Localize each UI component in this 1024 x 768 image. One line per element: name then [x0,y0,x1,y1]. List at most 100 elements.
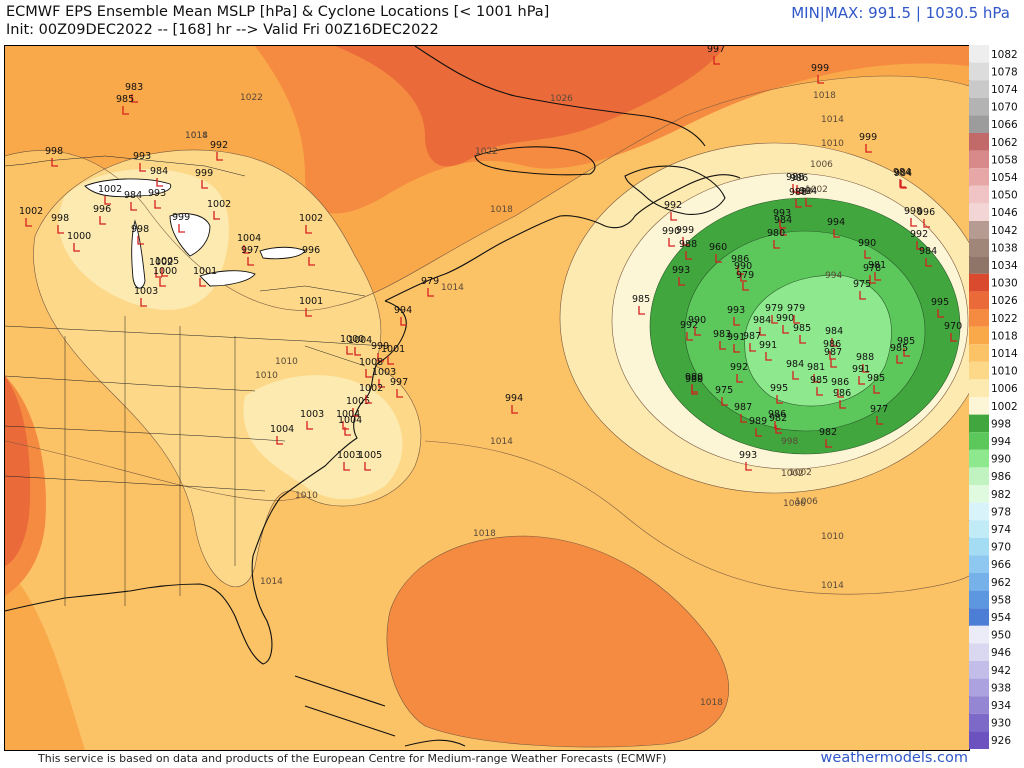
legend-level-label: 934 [991,700,1011,712]
legend-level-label: 954 [991,612,1011,624]
cyclone-pressure-label: 984 [774,215,792,226]
cyclone-pressure-label: 977 [870,404,888,415]
cyclone-pressure-label: 988 [789,187,807,198]
legend-level-label: 970 [991,542,1011,554]
cyclone-marker: 986 [768,409,786,430]
cyclone-marker: 979 [421,276,439,297]
cyclone-marker: 987 [734,402,752,423]
cyclone-marker: 991 [759,340,777,361]
low-marker-icon [694,327,701,336]
cyclone-marker: 985 [897,336,915,357]
low-marker-icon [862,364,869,373]
legend-swatch [969,608,989,626]
cyclone-marker: 998 [904,206,922,227]
legend-level-label: 1062 [991,137,1018,149]
cyclone-marker: 992 [910,229,928,250]
cyclone-marker: 1004 [336,409,360,430]
site-link[interactable]: weathermodels.com [820,750,968,766]
low-marker-icon [668,238,675,247]
cyclone-marker: 1003 [134,286,158,307]
low-marker-icon [755,428,762,437]
cyclone-marker: 985 [116,94,134,115]
low-marker-icon [378,379,385,388]
low-marker-icon [243,245,250,254]
contour-label: 1006 [810,160,833,170]
legend-level-label: 1082 [991,49,1018,61]
cyclone-pressure-label: 993 [739,450,757,461]
legend-level-label: 1078 [991,66,1018,78]
legend-level-label: 990 [991,454,1011,466]
cyclone-marker: 985 [890,343,908,364]
cyclone-marker: 986 [790,173,808,194]
legend-swatch [969,80,989,98]
cyclone-marker: 970 [944,321,962,342]
cyclone-marker: 1002 [98,184,122,205]
contour-label: 1002 [781,469,804,479]
cyclone-pressure-label: 995 [770,383,788,394]
cyclone-marker: 1005 [155,256,179,277]
cyclone-pressure-label: 984 [825,326,843,337]
cyclone-marker: 1005 [346,396,370,417]
cyclone-marker: 1002 [19,206,43,227]
low-marker-icon [354,347,361,356]
cyclone-pressure-label: 979 [421,276,439,287]
legend-level-label: 930 [991,718,1011,730]
cyclone-pressure-label: 1002 [98,184,122,195]
low-marker-icon [427,288,434,297]
cyclone-marker: 1005 [358,450,382,471]
cyclone-marker: 1000 [340,334,364,355]
low-marker-icon [833,229,840,238]
cyclone-marker: 990 [858,238,876,259]
legend-swatch [969,273,989,292]
legend-swatch [969,678,989,697]
cyclone-pressure-label: 1002 [149,257,173,268]
low-marker-icon [799,335,806,344]
low-marker-icon [715,254,722,263]
contour-label: 998 [781,437,798,447]
low-marker-icon [825,439,832,448]
cyclone-pressure-label: 986 [823,339,841,350]
cyclone-marker: 996 [302,245,320,266]
legend-swatch [969,573,989,591]
low-marker-icon [199,278,206,287]
cyclone-pressure-label: 992 [210,140,228,151]
low-marker-icon [178,224,185,233]
cyclone-pressure-label: 988 [786,172,804,183]
contour-label: 1014 [821,581,844,591]
low-marker-icon [869,275,876,284]
cyclone-pressure-label: 994 [827,217,845,228]
cyclone-pressure-label: 988 [679,239,697,250]
legend-level-label: 950 [991,630,1011,642]
legend-level-label: 1074 [991,84,1018,96]
legend-swatch [969,502,989,521]
legend-swatch [969,661,989,679]
cyclone-marker: 991 [727,332,745,353]
cyclone-marker: 1002 [149,257,173,278]
coastlines [5,46,741,747]
cyclone-marker: 985 [793,323,811,344]
cyclone-marker: 989 [749,416,767,437]
cyclone-marker: 998 [45,146,63,167]
low-marker-icon [910,218,917,227]
legend-swatch [969,713,989,732]
cyclone-marker: 993 [148,188,166,209]
contour-labels: 1022 1026 1018 1022 1018 1014 1014 1014 … [185,91,844,708]
cyclone-pressure-label: 989 [749,416,767,427]
min-max-readout: MIN|MAX: 991.5 | 1030.5 hPa [791,4,1010,22]
cyclone-marker: 992 [730,362,748,383]
shade-1018-south [386,535,730,748]
cyclone-pressure-label: 1003 [337,450,361,461]
cyclone-marker: 982 [819,427,837,448]
cyclone-marker: 991 [852,364,870,385]
low-marker-icon [796,185,803,194]
cyclone-pressure-label: 999 [859,132,877,143]
contour-label: 1014 [441,283,464,293]
low-marker-icon [713,56,720,65]
legend-level-label: 942 [991,665,1011,677]
legend-swatch [969,467,989,485]
cyclone-pressure-label: 982 [769,413,787,424]
legend-level-label: 1058 [991,154,1018,166]
cyclone-pressure-label: 984 [124,190,142,201]
cyclone-marker: 984 [786,359,804,380]
